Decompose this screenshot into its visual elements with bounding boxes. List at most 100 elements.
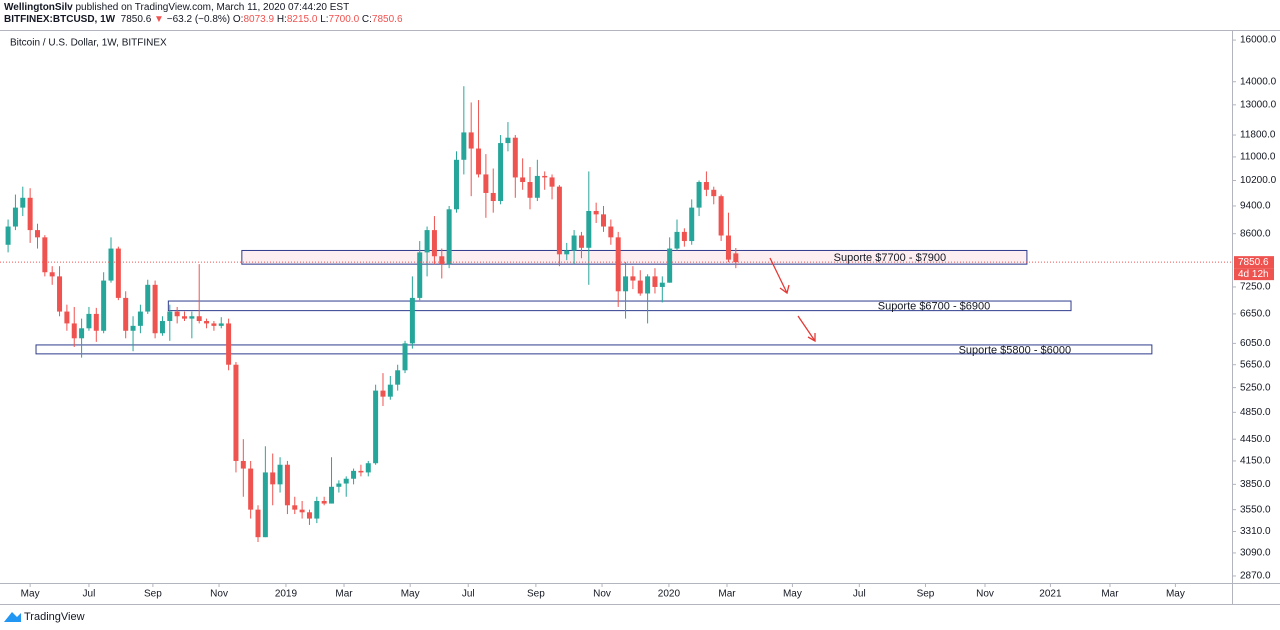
candle-body: [196, 316, 202, 322]
x-tick-label: 2020: [658, 589, 681, 600]
x-tick-label: May: [1166, 589, 1185, 600]
x-tick-label: Mar: [335, 589, 353, 600]
candle-body: [71, 323, 77, 339]
candle-body: [233, 364, 239, 461]
candle-body: [130, 325, 136, 331]
candle-body: [630, 276, 636, 281]
candle-body: [226, 323, 232, 365]
arrow-line: [797, 315, 816, 343]
y-tick-label: 4850.0: [1240, 407, 1271, 418]
x-tick-label: Nov: [593, 589, 611, 600]
candle-body: [556, 186, 562, 255]
candle-body: [240, 460, 246, 469]
candle-body: [5, 226, 11, 245]
candle-body: [314, 500, 320, 519]
candle-body: [667, 248, 673, 283]
candle-body: [733, 253, 739, 263]
candle-body: [145, 284, 151, 312]
y-tick-label: 10200.0: [1240, 175, 1277, 186]
candle-body: [373, 390, 379, 464]
x-tick-label: May: [401, 589, 420, 600]
x-tick-label: Mar: [718, 589, 736, 600]
y-tick-label: 6050.0: [1240, 338, 1271, 349]
y-tick-label: 8600.0: [1240, 228, 1271, 239]
candle-body: [20, 197, 26, 208]
candle-body: [108, 248, 114, 281]
y-tick-label: 11000.0: [1240, 152, 1276, 163]
x-tick-label: Jul: [462, 589, 475, 600]
symbol-line: BITFINEX:BTCUSD, 1W 7850.6 ▼ −63.2 (−0.8…: [4, 14, 403, 26]
candle-body: [182, 316, 188, 319]
candle-body: [204, 321, 210, 324]
candle-body: [505, 137, 511, 144]
candle-body: [402, 343, 408, 371]
candle-body: [476, 148, 482, 175]
y-tick-label: 5650.0: [1240, 359, 1271, 370]
candle-body: [498, 143, 504, 202]
candle-body: [123, 297, 129, 331]
x-tick-label: Nov: [976, 589, 994, 600]
candle-body: [689, 207, 695, 242]
candle-body: [490, 192, 496, 202]
candle-body: [512, 137, 518, 178]
candle-body: [549, 177, 555, 187]
y-tick-label: 5250.0: [1240, 382, 1271, 393]
candle-body: [255, 509, 261, 538]
support-zone: [241, 249, 1028, 265]
candle-body: [306, 512, 312, 519]
ohlc-value: 7700.0: [328, 14, 360, 25]
candle-body: [299, 509, 305, 513]
candle-body: [468, 132, 474, 149]
candle-body: [12, 207, 18, 227]
candle-body: [637, 280, 643, 294]
candle-body: [174, 311, 180, 317]
candle-body: [365, 463, 371, 473]
candle-body: [453, 159, 459, 210]
candle-body: [520, 177, 526, 183]
candle-body: [534, 175, 540, 198]
candle-body: [483, 174, 489, 193]
candle-body: [79, 328, 85, 339]
y-tick-label: 3310.0: [1240, 526, 1271, 537]
x-tick-label: Jul: [83, 589, 96, 600]
candle-body: [159, 321, 165, 334]
candle-body: [380, 390, 386, 397]
y-tick-label: 13000.0: [1240, 99, 1277, 110]
candle-body: [711, 189, 717, 197]
y-tick-label: 9400.0: [1240, 201, 1271, 212]
y-tick-label: 11800.0: [1240, 130, 1276, 141]
candle-body: [431, 230, 437, 257]
x-tick-label: 2019: [275, 589, 298, 600]
ohlc-value: 8215.0: [286, 14, 318, 25]
candle-body: [351, 470, 357, 479]
y-tick-label: 2870.0: [1240, 571, 1271, 582]
candle-body: [270, 472, 276, 485]
candle-body: [461, 132, 467, 160]
ohlc-label: C:: [361, 14, 372, 25]
ohlc-label: H:: [276, 14, 287, 25]
ohlc-value: 8073.9: [243, 14, 275, 25]
x-tick-label: Mar: [1101, 589, 1119, 600]
candle-body: [277, 464, 283, 485]
candle-body: [623, 276, 629, 292]
candle-body: [659, 282, 665, 287]
candle-body: [542, 175, 548, 178]
x-tick-label: Jul: [853, 589, 866, 600]
y-tick-label: 6650.0: [1240, 309, 1271, 320]
candle-body: [681, 231, 687, 242]
candle-body: [343, 478, 349, 484]
candle-body: [564, 250, 570, 255]
candle-body: [527, 182, 533, 198]
candle-body: [57, 276, 63, 312]
x-tick-label: Nov: [210, 589, 228, 600]
candle-body: [248, 468, 254, 510]
candle-body: [211, 323, 217, 326]
x-tick-label: 2021: [1039, 589, 1062, 600]
candle-body: [424, 230, 430, 253]
candle-body: [137, 311, 143, 326]
y-tick-label: 3550.0: [1240, 504, 1271, 515]
last-price: 7850.6: [120, 14, 152, 25]
x-tick-label: Sep: [917, 589, 935, 600]
